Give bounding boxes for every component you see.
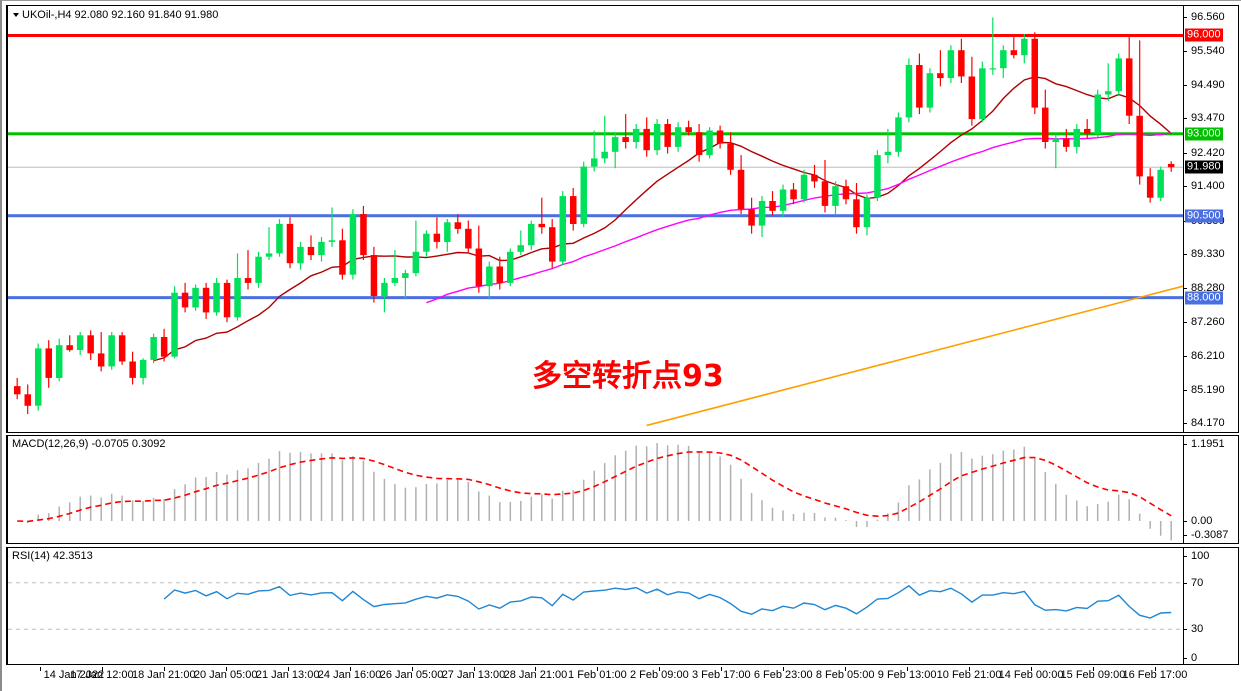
time-axis-label: 26 Jan 05:00 [379,669,444,681]
time-tick [225,667,227,671]
macd-plot-area[interactable] [8,436,1184,543]
time-axis-label: 18 Jan 21:00 [131,669,196,681]
price-tick: 93.470 [1184,112,1225,124]
time-axis-label: 6 Feb 23:00 [753,669,813,681]
rsi-pane[interactable]: 100 70 30 0 RSI(14) 42.3513 [6,547,1239,665]
macd-axis: 1.1951 0.00 -0.3087 [1183,436,1238,543]
time-tick [969,667,971,671]
time-tick [473,667,475,671]
time-tick [411,667,413,671]
rsi-tick: 70 [1184,577,1203,589]
chart-title-bar[interactable]: UKOil-,H4 92.080 92.160 91.840 91.980 [13,9,219,21]
time-axis-label: 9 Feb 13:00 [877,669,937,681]
rsi-tick: 0 [1184,652,1197,664]
time-tick [349,667,351,671]
time-tick [1154,667,1156,671]
macd-tick: -0.3087 [1184,529,1228,541]
time-tick [659,667,661,671]
price-tag-91.980[interactable]: 91.980 [1185,160,1223,174]
time-axis-label: 3 Feb 17:00 [691,669,751,681]
macd-layer [17,443,1172,541]
time-tick [721,667,723,671]
time-axis-label: 10 Feb 21:00 [936,669,1002,681]
time-tick [101,667,103,671]
price-tick: 94.490 [1184,79,1225,91]
time-axis-label: 21 Jan 13:00 [255,669,320,681]
time-axis-label: 28 Jan 21:00 [503,669,568,681]
price-tick: 85.190 [1184,384,1225,396]
macd-pane[interactable]: 1.1951 0.00 -0.3087 MACD(12,26,9) -0.0705 … [6,435,1239,544]
time-axis-label: 17 Jan 12:00 [70,669,134,681]
time-tick [535,667,537,671]
time-tick [39,667,41,671]
price-tag-96.000[interactable]: 96.000 [1185,28,1223,42]
price-tick: 86.210 [1184,350,1225,362]
price-tag-88.000[interactable]: 88.000 [1185,291,1223,305]
time-tick [783,667,785,671]
chevron-down-icon[interactable] [13,13,19,18]
price-tag-93.000[interactable]: 93.000 [1185,127,1223,141]
time-tick [287,667,289,671]
time-axis-label: 14 Jan 2022 [43,669,105,681]
time-axis-label: 24 Jan 16:00 [317,669,382,681]
rsi-indicator-label: RSI(14) 42.3513 [12,550,93,562]
price-tick: 84.170 [1184,417,1225,429]
time-tick [1031,667,1033,671]
price-tick: 95.540 [1184,45,1225,57]
price-axis[interactable]: 96.56095.54094.49093.47092.42091.40090.3… [1183,6,1238,432]
chart-annotation: 多空转折点93 [532,359,724,394]
rsi-plot-area[interactable] [8,548,1184,664]
time-axis-label: 27 Jan 13:00 [441,669,506,681]
macd-tick: 1.1951 [1184,438,1225,450]
price-pane[interactable]: 多空转折点93 96.560 95.540 94.490 93.470 92.420 91… [6,5,1239,433]
time-axis-label: 14 Feb 00:00 [998,669,1064,681]
time-tick [1092,667,1094,671]
time-axis-label: 15 Feb 09:00 [1060,669,1126,681]
symbol-ohlc-label: UKOil-,H4 92.080 92.160 91.840 91.980 [22,9,219,21]
price-tick: 87.260 [1184,316,1225,328]
price-tick: 91.400 [1184,180,1225,192]
price-tick: 92.420 [1184,147,1225,159]
time-axis: 14 Jan 2022 17 Jan 12:00 18 Jan 21:00 20 Ja… [6,667,1239,689]
rsi-layer [8,582,1184,630]
time-tick [597,667,599,671]
time-axis-label: 16 Feb 17:00 [1122,669,1188,681]
time-axis-label: 8 Feb 05:00 [815,669,875,681]
candlestick-layer [8,17,1184,427]
time-tick [907,667,909,671]
rsi-tick: 30 [1184,623,1203,635]
time-tick [163,667,165,671]
time-axis-label: 20 Jan 05:00 [193,669,258,681]
macd-tick: 0.00 [1184,515,1212,527]
price-tag-90.500[interactable]: 90.500 [1185,209,1223,223]
price-tick: 89.330 [1184,248,1225,260]
time-axis-label: 2 Feb 09:00 [629,669,689,681]
price-tick: 96.560 [1184,11,1225,23]
time-axis-label: 1 Feb 01:00 [568,669,627,681]
time-tick [845,667,847,671]
rsi-axis: 100 70 30 0 [1183,548,1238,664]
macd-indicator-label: MACD(12,26,9) -0.0705 0.3092 [12,438,166,450]
price-plot-area[interactable]: 多空转折点93 [8,6,1184,432]
rsi-tick: 100 [1184,550,1209,562]
